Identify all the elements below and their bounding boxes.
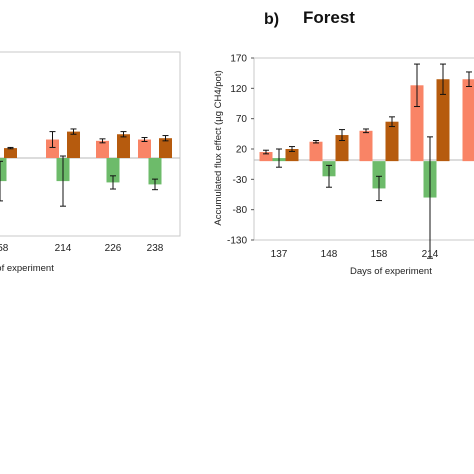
panel-a-xlabel: Days of experiment bbox=[0, 263, 54, 274]
panel-b-bar-salmon-158 bbox=[359, 130, 373, 162]
panel-b-bar-green-158 bbox=[372, 161, 386, 189]
panel-a-xtick-158: 158 bbox=[0, 243, 9, 254]
panel-b-ytick-label: 170 bbox=[230, 54, 247, 65]
panel-a-bar-green-226 bbox=[106, 158, 120, 183]
panel-b-bar-brown-137 bbox=[285, 149, 299, 162]
panel-b-ytick-label: -130 bbox=[227, 236, 247, 247]
panel-a-bar-brown-238 bbox=[159, 138, 172, 158]
panel-b-bar-salmon-214 bbox=[410, 85, 424, 162]
panel-b-bar-brown-158 bbox=[385, 121, 399, 162]
panel-a-bar-green-238 bbox=[148, 158, 162, 185]
panel-a-xtick-214: 214 bbox=[55, 243, 72, 254]
panel-a-bar-brown-214 bbox=[67, 131, 80, 158]
panel-b-bar-salmon-partial bbox=[462, 79, 474, 162]
panel-b-yticks: 170 120 70 20 -30 -80 -130 bbox=[227, 54, 254, 247]
panel-a-bar-salmon-238 bbox=[138, 139, 151, 158]
panel-a-xticks: 158 214 226 238 bbox=[0, 243, 164, 254]
panel-a: 158 214 226 238 Days of experiment bbox=[0, 51, 181, 274]
panel-b-title: Forest bbox=[303, 8, 355, 27]
panel-a-bar-brown-158 bbox=[4, 148, 17, 158]
panel-b-bar-brown-148 bbox=[335, 135, 349, 162]
panel-a-frame bbox=[0, 51, 181, 237]
panel-b-xtick-137: 137 bbox=[271, 249, 288, 260]
panel-a-bar-salmon-226 bbox=[96, 140, 109, 158]
panel-a-bars bbox=[0, 128, 172, 207]
panel-a-bar-salmon-214 bbox=[46, 139, 59, 158]
panel-b-ytick-label: -80 bbox=[233, 205, 248, 216]
panel-b-bar-salmon-148 bbox=[309, 141, 323, 162]
panel-b-letter: b) bbox=[264, 11, 279, 28]
panel-b-xtick-148: 148 bbox=[321, 249, 338, 260]
panel-a-bar-green-158 bbox=[0, 158, 7, 182]
panel-b-ytick-label: 120 bbox=[230, 84, 247, 95]
panel-b-ytick-label: -30 bbox=[233, 175, 248, 186]
panel-b-bars bbox=[259, 63, 474, 259]
panel-b-xticks: 137 148 158 214 bbox=[271, 249, 439, 260]
panel-b-bar-salmon-137 bbox=[259, 152, 273, 162]
panel-b-ytick-label: 70 bbox=[236, 114, 248, 125]
panel-b-ylabel: Accumulated flux effect (µg CH4/pot) bbox=[213, 70, 224, 225]
panel-b: b) Forest 170 120 70 20 -30 -80 -130 137 148 158… bbox=[213, 8, 474, 277]
panel-b-xtick-158: 158 bbox=[371, 249, 388, 260]
panel-b-xtick-214: 214 bbox=[422, 249, 439, 260]
panel-a-bar-brown-226 bbox=[117, 134, 130, 158]
panel-b-bar-brown-214 bbox=[436, 79, 450, 162]
panel-a-xtick-238: 238 bbox=[147, 243, 164, 254]
panel-b-xlabel: Days of experiment bbox=[350, 266, 432, 277]
panel-a-xtick-226: 226 bbox=[105, 243, 122, 254]
panel-b-ytick-label: 20 bbox=[236, 145, 248, 156]
